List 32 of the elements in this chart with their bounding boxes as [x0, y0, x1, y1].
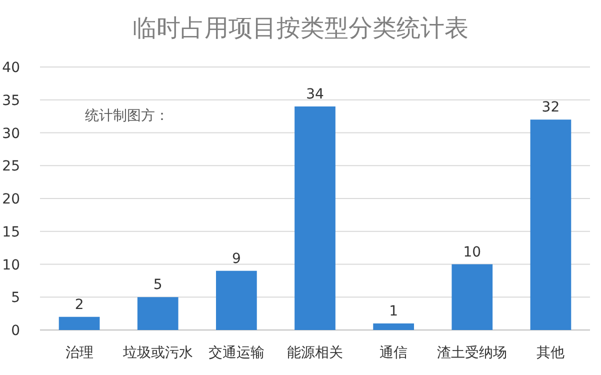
bar [216, 270, 257, 330]
bar [530, 120, 572, 330]
annotation: 统计制图方： [85, 108, 169, 124]
y-tick-label: 0 [11, 323, 20, 339]
data-label: 1 [389, 303, 398, 320]
data-label: 5 [153, 277, 162, 294]
y-tick-label: 40 [2, 60, 20, 76]
y-tick-label: 10 [2, 257, 20, 274]
bar [137, 297, 178, 330]
y-tick-label: 5 [11, 290, 20, 306]
bar [58, 316, 100, 330]
x-tick-label: 其他 [536, 345, 565, 361]
x-tick-label: 能源相关 [287, 345, 343, 361]
y-tick-label: 35 [2, 92, 20, 109]
y-tick-label: 15 [2, 224, 20, 240]
data-label: 2 [74, 296, 84, 313]
x-tick-label: 通信 [380, 345, 408, 361]
x-tick-label: 垃圾或污水 [122, 345, 193, 361]
chart-title: 临时占用项目按类型分类统计表 [132, 14, 468, 42]
bar [373, 323, 414, 330]
y-tick-label: 20 [2, 192, 20, 208]
data-label: 34 [306, 86, 324, 102]
bar [294, 106, 336, 330]
data-label: 9 [232, 250, 241, 267]
x-tick-label: 交通运输 [208, 345, 264, 361]
y-tick-label: 30 [2, 126, 20, 142]
x-tick-label: 渣土受纳场 [437, 345, 508, 361]
x-tick-label: 治理 [65, 345, 94, 361]
bar [452, 264, 493, 330]
data-label: 10 [463, 244, 482, 260]
data-label: 32 [542, 100, 560, 116]
y-tick-label: 25 [2, 158, 20, 175]
